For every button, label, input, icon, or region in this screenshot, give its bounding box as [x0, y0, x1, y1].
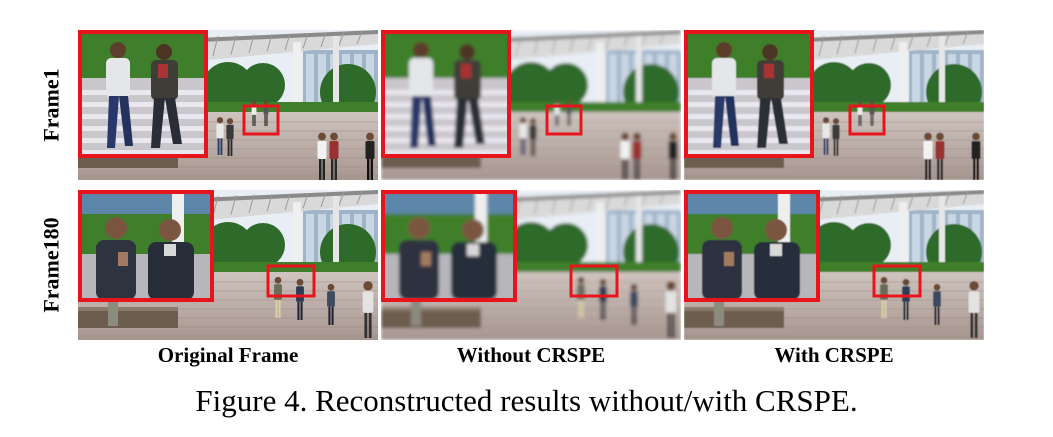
pedestrian-figure — [296, 278, 304, 320]
pedestrian-figure — [832, 118, 840, 156]
zoomed-inset-frame — [78, 190, 214, 302]
column-label-original: Original Frame — [157, 343, 299, 367]
pedestrian-figure — [566, 100, 572, 126]
image-panel-frame180-with-crspe — [684, 190, 984, 340]
street-scene — [684, 190, 984, 340]
region-highlight-box — [545, 104, 583, 136]
pedestrian-figure — [923, 132, 933, 180]
row-label-frame1: Frame1 — [39, 68, 65, 142]
zoomed-inset-frame — [78, 30, 208, 158]
pedestrian-figure — [554, 100, 560, 126]
zoomed-inset-frame — [381, 30, 511, 158]
pedestrian-figure — [933, 283, 941, 325]
zoomed-inset — [684, 30, 814, 158]
zoomed-inset-frame — [684, 190, 820, 302]
frame-image — [381, 190, 681, 340]
zoomed-inset — [78, 190, 214, 302]
pedestrian-figure — [529, 118, 537, 156]
zoomed-inset — [381, 190, 517, 302]
street-scene — [381, 190, 681, 340]
pedestrian-figure — [935, 132, 945, 180]
column-label-without-crspe: Without CRSPE — [456, 343, 606, 367]
image-panel-frame1-without-crspe — [381, 30, 681, 180]
image-panel-frame180-original — [78, 190, 378, 340]
pedestrian-figure — [822, 117, 830, 155]
frame-image — [78, 190, 378, 340]
pedestrian-figure — [971, 132, 981, 180]
pedestrian-figure — [668, 132, 678, 180]
pedestrian-figure — [599, 278, 607, 320]
frame-image — [381, 30, 681, 180]
pedestrian-figure — [251, 100, 257, 126]
frame-image — [684, 30, 984, 180]
pedestrian-figure — [902, 278, 910, 320]
pedestrian-figure — [263, 100, 269, 126]
zoomed-inset-frame — [381, 190, 517, 302]
region-highlight-box — [569, 264, 619, 298]
pedestrian-figure — [327, 283, 335, 325]
pedestrian-figure — [362, 281, 374, 338]
pedestrian-figure — [632, 132, 642, 180]
pedestrian-figure — [519, 117, 527, 155]
pedestrian-figure — [365, 132, 375, 180]
zoomed-inset — [684, 190, 820, 302]
region-highlight-box — [872, 264, 922, 298]
image-panel-frame1-original — [78, 30, 378, 180]
figure-caption: Figure 4. Reconstructed results without/… — [195, 383, 858, 418]
pedestrian-figure — [857, 100, 863, 126]
image-panel-frame1-with-crspe — [684, 30, 984, 180]
pedestrian-figure — [329, 132, 339, 180]
column-label-with-crspe: With CRSPE — [774, 343, 894, 367]
pedestrian-figure — [968, 281, 980, 338]
zoomed-inset — [381, 30, 511, 158]
zoomed-inset-frame — [684, 30, 814, 158]
pedestrian-figure — [665, 281, 677, 338]
region-highlight-box — [266, 264, 316, 298]
pedestrian-figure — [630, 283, 638, 325]
pedestrian-figure — [317, 132, 327, 180]
frame-image — [78, 30, 378, 180]
row-label-frame180: Frame180 — [39, 217, 65, 313]
region-highlight-box — [848, 104, 886, 136]
region-highlight-box — [242, 104, 280, 136]
pedestrian-figure — [216, 117, 224, 155]
pedestrian-figure — [226, 118, 234, 156]
pedestrian-figure — [869, 100, 875, 126]
pedestrian-figure — [620, 132, 630, 180]
frame-image — [684, 190, 984, 340]
image-panel-frame180-without-crspe — [381, 190, 681, 340]
zoomed-inset — [78, 30, 208, 158]
